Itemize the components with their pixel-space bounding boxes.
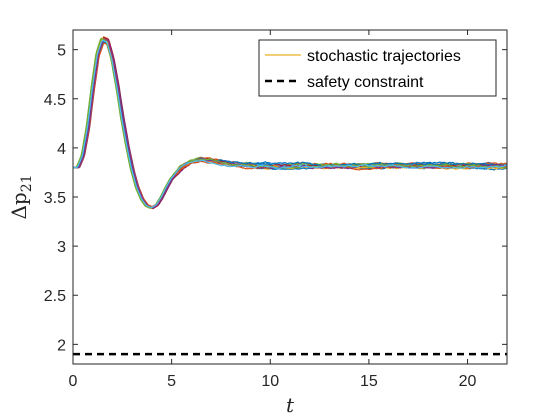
y-axis-label: Δp21 xyxy=(7,174,35,219)
trajectory-line xyxy=(73,39,508,209)
y-tick-label: 2 xyxy=(57,337,66,354)
legend-box xyxy=(258,39,497,97)
y-tick-label: 3 xyxy=(57,239,66,256)
y-tick-label: 3.5 xyxy=(44,190,66,207)
y-axis-label-subscript: 21 xyxy=(19,174,35,192)
y-ticks: 2 2.5 3 3.5 4 4.5 5 xyxy=(44,43,507,354)
y-axis-label-base: Δp xyxy=(7,192,31,219)
trajectory-lines xyxy=(73,36,508,210)
y-tick-label: 4.5 xyxy=(44,92,66,109)
y-tick-label: 5 xyxy=(57,43,66,60)
x-tick-label: 20 xyxy=(459,373,477,390)
x-axis-label: t xyxy=(286,393,295,417)
legend-constraint-label: safety constraint xyxy=(307,74,424,91)
x-tick-label: 5 xyxy=(167,373,176,390)
y-tick-label: 4 xyxy=(57,141,66,158)
y-tick-label: 2.5 xyxy=(44,288,66,305)
x-tick-label: 0 xyxy=(69,373,78,390)
legend-trajectories-label: stochastic trajectories xyxy=(307,48,461,65)
legend: stochastic trajectories safety constrain… xyxy=(258,39,497,97)
x-ticks: 0 5 10 15 20 xyxy=(69,30,477,390)
x-tick-label: 10 xyxy=(261,373,279,390)
x-tick-label: 15 xyxy=(360,373,378,390)
